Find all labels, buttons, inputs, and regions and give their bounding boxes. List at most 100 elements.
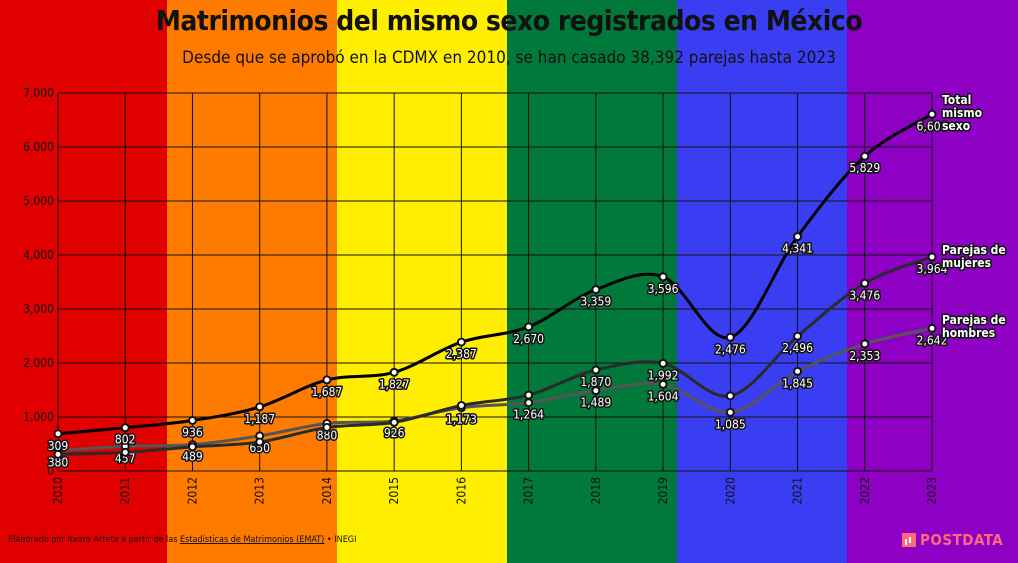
- series-name-label: Parejas de hombres: [942, 313, 1006, 340]
- data-point: [860, 151, 870, 161]
- data-point: [658, 358, 668, 368]
- data-label: 309: [48, 439, 69, 453]
- x-tick-label: 2013: [253, 477, 267, 504]
- y-tick-label: 0: [47, 464, 54, 478]
- data-point: [456, 400, 466, 410]
- data-point: [860, 339, 870, 349]
- data-point: [322, 422, 332, 432]
- series-name-line: Total: [942, 93, 971, 107]
- data-point: [255, 437, 265, 447]
- data-point: [456, 337, 466, 347]
- data-point: [658, 272, 668, 282]
- data-point: [793, 331, 803, 341]
- data-label: 3,476: [849, 288, 880, 302]
- data-label: 1,264: [513, 408, 544, 422]
- data-point: [927, 109, 937, 119]
- data-label: 6,606: [917, 119, 948, 133]
- band-red: [0, 0, 167, 563]
- series-name-line: hombres: [942, 326, 995, 340]
- y-tick-label: 2,000: [23, 356, 54, 370]
- data-point: [524, 398, 534, 408]
- credit-prefix: Elaborado por Itxaro Arteta a partir de …: [8, 535, 181, 545]
- y-tick-label: 3,000: [23, 302, 54, 316]
- data-label: 2,496: [782, 341, 813, 355]
- credit-suffix: • INEGI: [324, 535, 357, 545]
- data-label: 1,687: [311, 385, 342, 399]
- data-point: [793, 232, 803, 242]
- data-label: 5,829: [849, 161, 880, 175]
- series-line: [57, 326, 933, 452]
- data-point: [927, 323, 937, 333]
- chart-title: Matrimonios del mismo sexo registrados e…: [155, 4, 863, 37]
- x-tick-label: 2022: [858, 477, 872, 504]
- y-tick-label: 1,000: [23, 410, 54, 424]
- data-label: 4,341: [782, 242, 813, 256]
- data-label: 926: [384, 426, 405, 440]
- band-orange: [167, 0, 337, 563]
- x-tick-label: 2018: [589, 477, 603, 505]
- series-name-label: Total mismo sexo: [942, 93, 982, 133]
- x-tick-label: 2016: [454, 477, 468, 505]
- data-label: 3,964: [917, 262, 948, 276]
- data-point: [860, 278, 870, 288]
- brand-name: POSTDATA: [920, 531, 1004, 549]
- series-name-line: Parejas de: [942, 243, 1006, 257]
- data-label: 1,173: [446, 413, 477, 427]
- data-point: [187, 442, 197, 452]
- data-point: [524, 322, 534, 332]
- data-label: 1,827: [379, 377, 410, 391]
- data-point: [591, 285, 601, 295]
- x-tick-label: 2015: [387, 477, 401, 504]
- data-label: 2,476: [715, 342, 746, 356]
- band-blue: [677, 0, 847, 563]
- footer-credit: Elaborado por Itxaro Arteta a partir de …: [8, 535, 356, 545]
- data-label: 1,845: [782, 376, 813, 390]
- postdata-brand: POSTDATA: [902, 531, 1003, 549]
- grid: 0 1,000 2,000 3,000 4,000 5,000 6,000 7,000 2010…: [23, 86, 939, 504]
- x-tick-label: 2023: [925, 477, 939, 504]
- series-name-line: mujeres: [942, 256, 991, 270]
- data-point: [591, 365, 601, 375]
- data-point: [725, 407, 735, 417]
- data-point: [187, 415, 197, 425]
- x-tick-label: 2011: [118, 477, 132, 504]
- data-point: [389, 367, 399, 377]
- postdata-logo-icon: [902, 533, 916, 547]
- data-point: [53, 449, 63, 459]
- x-tick-label: 2014: [320, 477, 334, 505]
- data-label: 936: [182, 425, 203, 439]
- data-label: 1,604: [648, 389, 679, 403]
- data-label: 380: [48, 455, 69, 469]
- data-point: [255, 402, 265, 412]
- y-tick-label: 5,000: [23, 194, 54, 208]
- x-tick-label: 2021: [791, 477, 805, 504]
- data-point: [927, 252, 937, 262]
- x-tick-label: 2020: [723, 477, 737, 505]
- y-tick-label: 6,000: [23, 140, 54, 154]
- data-point: [322, 375, 332, 385]
- data-point: [793, 366, 803, 376]
- data-label: 1,187: [244, 412, 275, 426]
- y-tick-label: 4,000: [23, 248, 54, 262]
- data-point: [725, 391, 735, 401]
- data-label: 880: [317, 428, 338, 442]
- data-label: 2,670: [513, 332, 544, 346]
- data-label: 489: [182, 450, 203, 464]
- y-tick-label: 7,000: [23, 86, 54, 100]
- series-name-label: Parejas de mujeres: [942, 243, 1006, 270]
- series-name-line: sexo: [942, 119, 970, 133]
- chart-subtitle: Desde que se aprobó en la CDMX en 2010, …: [182, 48, 836, 68]
- x-tick-label: 2017: [522, 477, 536, 504]
- data-label: 2,353: [849, 349, 880, 363]
- series-name-line: mismo: [942, 106, 982, 120]
- data-label: 1,870: [580, 375, 611, 389]
- x-tick-label: 2019: [656, 477, 670, 505]
- data-label: 2,642: [917, 333, 948, 347]
- data-point: [120, 423, 130, 433]
- emat-link[interactable]: Estadísticas de Matrimonios (EMAT): [180, 535, 325, 545]
- data-label: 3,596: [648, 282, 679, 296]
- data-point: [120, 447, 130, 457]
- data-label: 802: [115, 433, 136, 447]
